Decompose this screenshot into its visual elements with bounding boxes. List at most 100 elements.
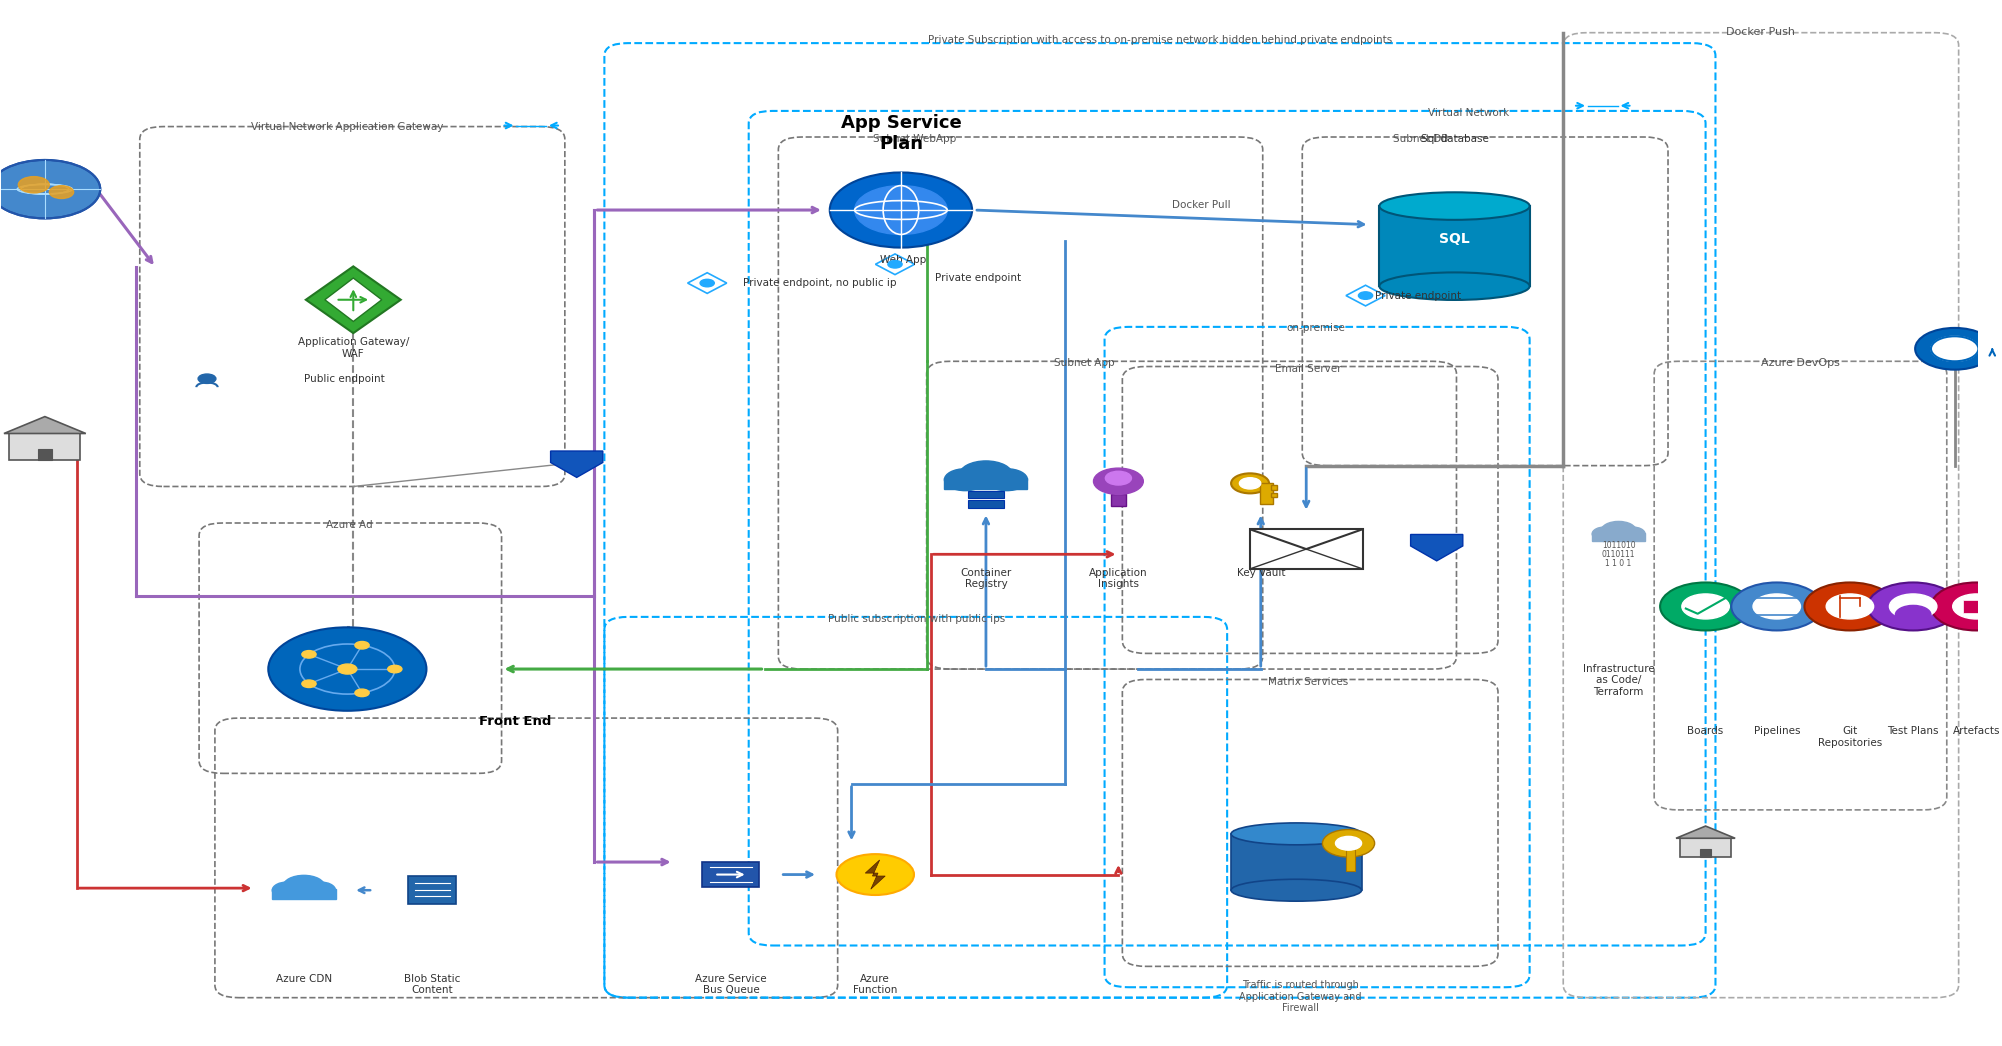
Text: 1 1 0 1: 1 1 0 1 — [1606, 559, 1632, 568]
Text: Sql database: Sql database — [1421, 134, 1487, 144]
Circle shape — [1660, 583, 1752, 631]
Circle shape — [354, 641, 368, 649]
Polygon shape — [1345, 286, 1385, 305]
Circle shape — [837, 855, 915, 895]
Circle shape — [50, 185, 74, 199]
Bar — [10, 433, 80, 460]
Circle shape — [268, 628, 426, 711]
Text: Key Vault: Key Vault — [1237, 568, 1285, 577]
Circle shape — [1932, 336, 1978, 361]
Text: Private endpoint: Private endpoint — [935, 273, 1021, 282]
Polygon shape — [875, 254, 915, 275]
Polygon shape — [324, 278, 382, 321]
Ellipse shape — [1379, 192, 1530, 220]
Bar — [1592, 533, 1646, 541]
Circle shape — [1335, 837, 1361, 850]
Ellipse shape — [1379, 272, 1530, 300]
Text: Email Server: Email Server — [1275, 364, 1341, 374]
Bar — [1249, 529, 1363, 569]
Circle shape — [1323, 829, 1375, 857]
Circle shape — [354, 689, 368, 697]
Text: Docker Push: Docker Push — [1726, 27, 1796, 38]
Text: Subnet DB: Subnet DB — [1393, 134, 1449, 144]
Text: Pipelines: Pipelines — [1754, 726, 1800, 736]
Text: 1011010: 1011010 — [1602, 541, 1636, 550]
Text: Private endpoint: Private endpoint — [1375, 291, 1461, 300]
Circle shape — [1239, 478, 1261, 488]
Text: Matrix Services: Matrix Services — [1267, 678, 1347, 687]
Text: Public subscription with public ips: Public subscription with public ips — [829, 614, 1005, 623]
Circle shape — [1093, 469, 1143, 495]
Text: Docker Pull: Docker Pull — [1171, 200, 1231, 210]
Bar — [1271, 493, 1277, 498]
Text: Boards: Boards — [1688, 726, 1724, 736]
Text: Virtual Network Application Gateway: Virtual Network Application Gateway — [250, 122, 444, 133]
Circle shape — [1618, 527, 1646, 541]
Circle shape — [1932, 583, 2002, 631]
Text: Azure CDN: Azure CDN — [276, 974, 332, 983]
Circle shape — [1682, 594, 1730, 619]
Circle shape — [1359, 292, 1373, 299]
Circle shape — [304, 882, 336, 899]
Circle shape — [302, 651, 316, 658]
Circle shape — [1826, 594, 1874, 619]
Bar — [1680, 838, 1732, 858]
Bar — [945, 478, 1027, 490]
Text: App Service
Plan: App Service Plan — [841, 114, 961, 153]
Text: Application
Insights: Application Insights — [1089, 568, 1147, 590]
Circle shape — [282, 876, 324, 897]
Bar — [1379, 206, 1530, 287]
Circle shape — [338, 664, 356, 674]
Bar — [1347, 843, 1355, 871]
Text: Test Plans: Test Plans — [1888, 726, 1938, 736]
Text: Front End: Front End — [478, 715, 553, 728]
Circle shape — [198, 374, 216, 384]
Circle shape — [959, 461, 1013, 490]
Circle shape — [1231, 474, 1269, 494]
Text: Traffic is routed through
Application Gateway and
Firewall: Traffic is routed through Application Ga… — [1239, 980, 1361, 1014]
Text: Git
Repositories: Git Repositories — [1818, 726, 1882, 748]
Polygon shape — [865, 860, 885, 889]
Circle shape — [0, 160, 100, 219]
Circle shape — [701, 279, 715, 287]
Text: Web App: Web App — [879, 255, 927, 265]
Circle shape — [1754, 594, 1800, 619]
Polygon shape — [1676, 826, 1736, 838]
Circle shape — [1592, 527, 1618, 541]
Circle shape — [829, 173, 973, 248]
Bar — [38, 449, 52, 460]
Bar — [408, 877, 456, 904]
Circle shape — [18, 177, 50, 192]
Bar — [1271, 485, 1277, 490]
Text: Artefacts: Artefacts — [1952, 726, 2000, 736]
Circle shape — [302, 680, 316, 687]
Bar — [1700, 849, 1712, 858]
Ellipse shape — [1231, 880, 1361, 902]
Text: Virtual Network: Virtual Network — [1427, 108, 1510, 118]
Circle shape — [272, 882, 304, 899]
Text: Azure
Function: Azure Function — [853, 974, 897, 996]
Bar — [1962, 600, 1990, 613]
Bar — [1231, 834, 1361, 890]
Polygon shape — [4, 416, 86, 433]
Text: Azure Ad: Azure Ad — [326, 520, 372, 530]
Text: Blob Static
Content: Blob Static Content — [404, 974, 460, 996]
Text: Application Gateway/
WAF: Application Gateway/ WAF — [298, 337, 408, 359]
Text: Container
Registry: Container Registry — [961, 568, 1011, 590]
Circle shape — [1896, 606, 1932, 624]
Text: Subnet App: Subnet App — [1055, 358, 1115, 368]
Text: Azure Service
Bus Queue: Azure Service Bus Queue — [695, 974, 767, 996]
Bar — [703, 862, 759, 887]
Bar — [969, 500, 1003, 508]
Text: on-premise: on-premise — [1287, 323, 1345, 333]
Text: 0110111: 0110111 — [1602, 550, 1636, 559]
Polygon shape — [1411, 535, 1463, 561]
Text: Infrastructure
as Code/
Terraform: Infrastructure as Code/ Terraform — [1584, 664, 1654, 697]
Bar — [1259, 483, 1273, 504]
Circle shape — [1890, 594, 1936, 619]
Text: Azure DevOps: Azure DevOps — [1762, 358, 1840, 368]
Polygon shape — [306, 267, 400, 333]
Circle shape — [1916, 327, 1994, 369]
Text: Subnet WebApp: Subnet WebApp — [873, 134, 957, 144]
Text: SQL: SQL — [1439, 232, 1469, 246]
